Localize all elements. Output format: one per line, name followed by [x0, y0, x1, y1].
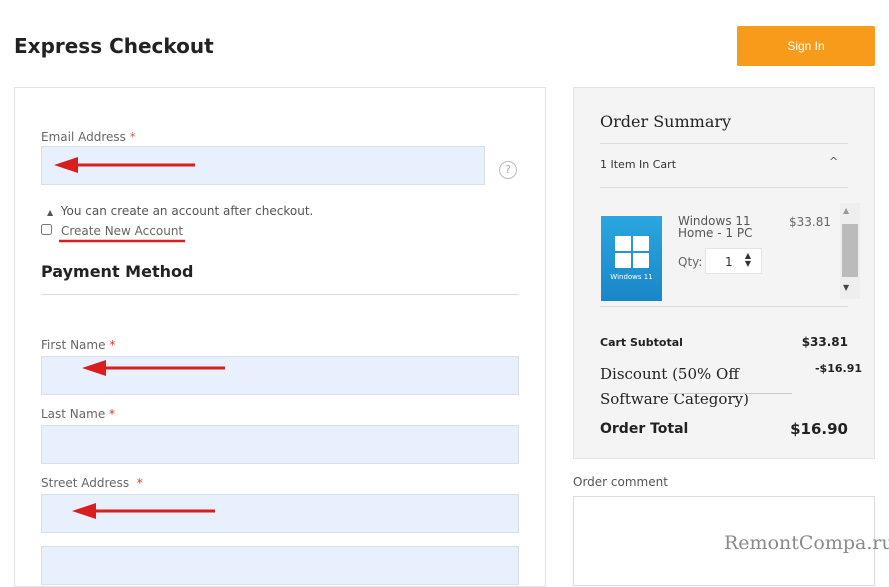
qty-label: Qty:: [678, 255, 703, 269]
discount-value: -$16.91: [814, 362, 862, 375]
product-price: $33.81: [789, 215, 831, 229]
windows-logo-icon: [615, 236, 649, 268]
divider: [41, 294, 519, 295]
create-account-checkbox[interactable]: [41, 224, 52, 235]
page-title: Express Checkout: [14, 34, 214, 58]
qty-stepper[interactable]: 1 ▲ ▼: [705, 248, 762, 274]
street-address-label: Street Address *: [41, 476, 143, 490]
create-account-link[interactable]: Create New Account: [61, 224, 184, 238]
watermark: RemontCompa.ru: [724, 532, 889, 554]
first-name-label: First Name *: [41, 338, 116, 352]
order-comment-textarea[interactable]: [573, 496, 875, 586]
scrollbar-thumb[interactable]: [842, 224, 858, 277]
subtotal-value: $33.81: [801, 335, 848, 349]
qty-value: 1: [725, 255, 733, 269]
chevron-up-icon[interactable]: ^: [829, 155, 839, 168]
payment-method-heading: Payment Method: [41, 262, 194, 281]
scroll-down-icon[interactable]: ▼: [843, 283, 850, 292]
last-name-label: Last Name *: [41, 407, 116, 421]
order-total-value: $16.90: [790, 420, 848, 438]
divider: [668, 393, 792, 394]
scroll-up-icon[interactable]: ▲: [843, 206, 850, 215]
email-label: Email Address *: [41, 130, 136, 144]
arrow-icon: [54, 157, 195, 173]
stepper-arrows-icon[interactable]: ▲ ▼: [744, 251, 751, 268]
order-total-label: Order Total: [600, 421, 689, 437]
product-image-label: Windows 11: [610, 273, 653, 281]
product-image: Windows 11: [601, 216, 662, 301]
street-address-input[interactable]: [41, 494, 519, 533]
first-name-input[interactable]: [41, 356, 519, 395]
discount-label: Discount (50% Off Software Category): [600, 365, 749, 408]
email-hint: ▲ You can create an account after checko…: [47, 204, 314, 218]
divider: [600, 143, 848, 144]
scrollbar[interactable]: ▲ ▼: [840, 203, 860, 299]
divider: [600, 187, 848, 188]
subtotal-label: Cart Subtotal: [600, 336, 683, 349]
order-summary-title: Order Summary: [600, 112, 732, 131]
order-comment-label: Order comment: [573, 475, 668, 489]
items-in-cart-toggle[interactable]: 1 Item In Cart: [600, 158, 677, 171]
arrow-icon: [72, 503, 215, 519]
last-name-input[interactable]: [41, 425, 519, 464]
help-icon[interactable]: ?: [499, 161, 517, 179]
divider: [600, 306, 848, 307]
arrow-icon: [82, 360, 225, 376]
sign-in-button[interactable]: Sign In: [737, 26, 875, 66]
product-name: Windows 11 Home - 1 PC: [678, 214, 753, 240]
